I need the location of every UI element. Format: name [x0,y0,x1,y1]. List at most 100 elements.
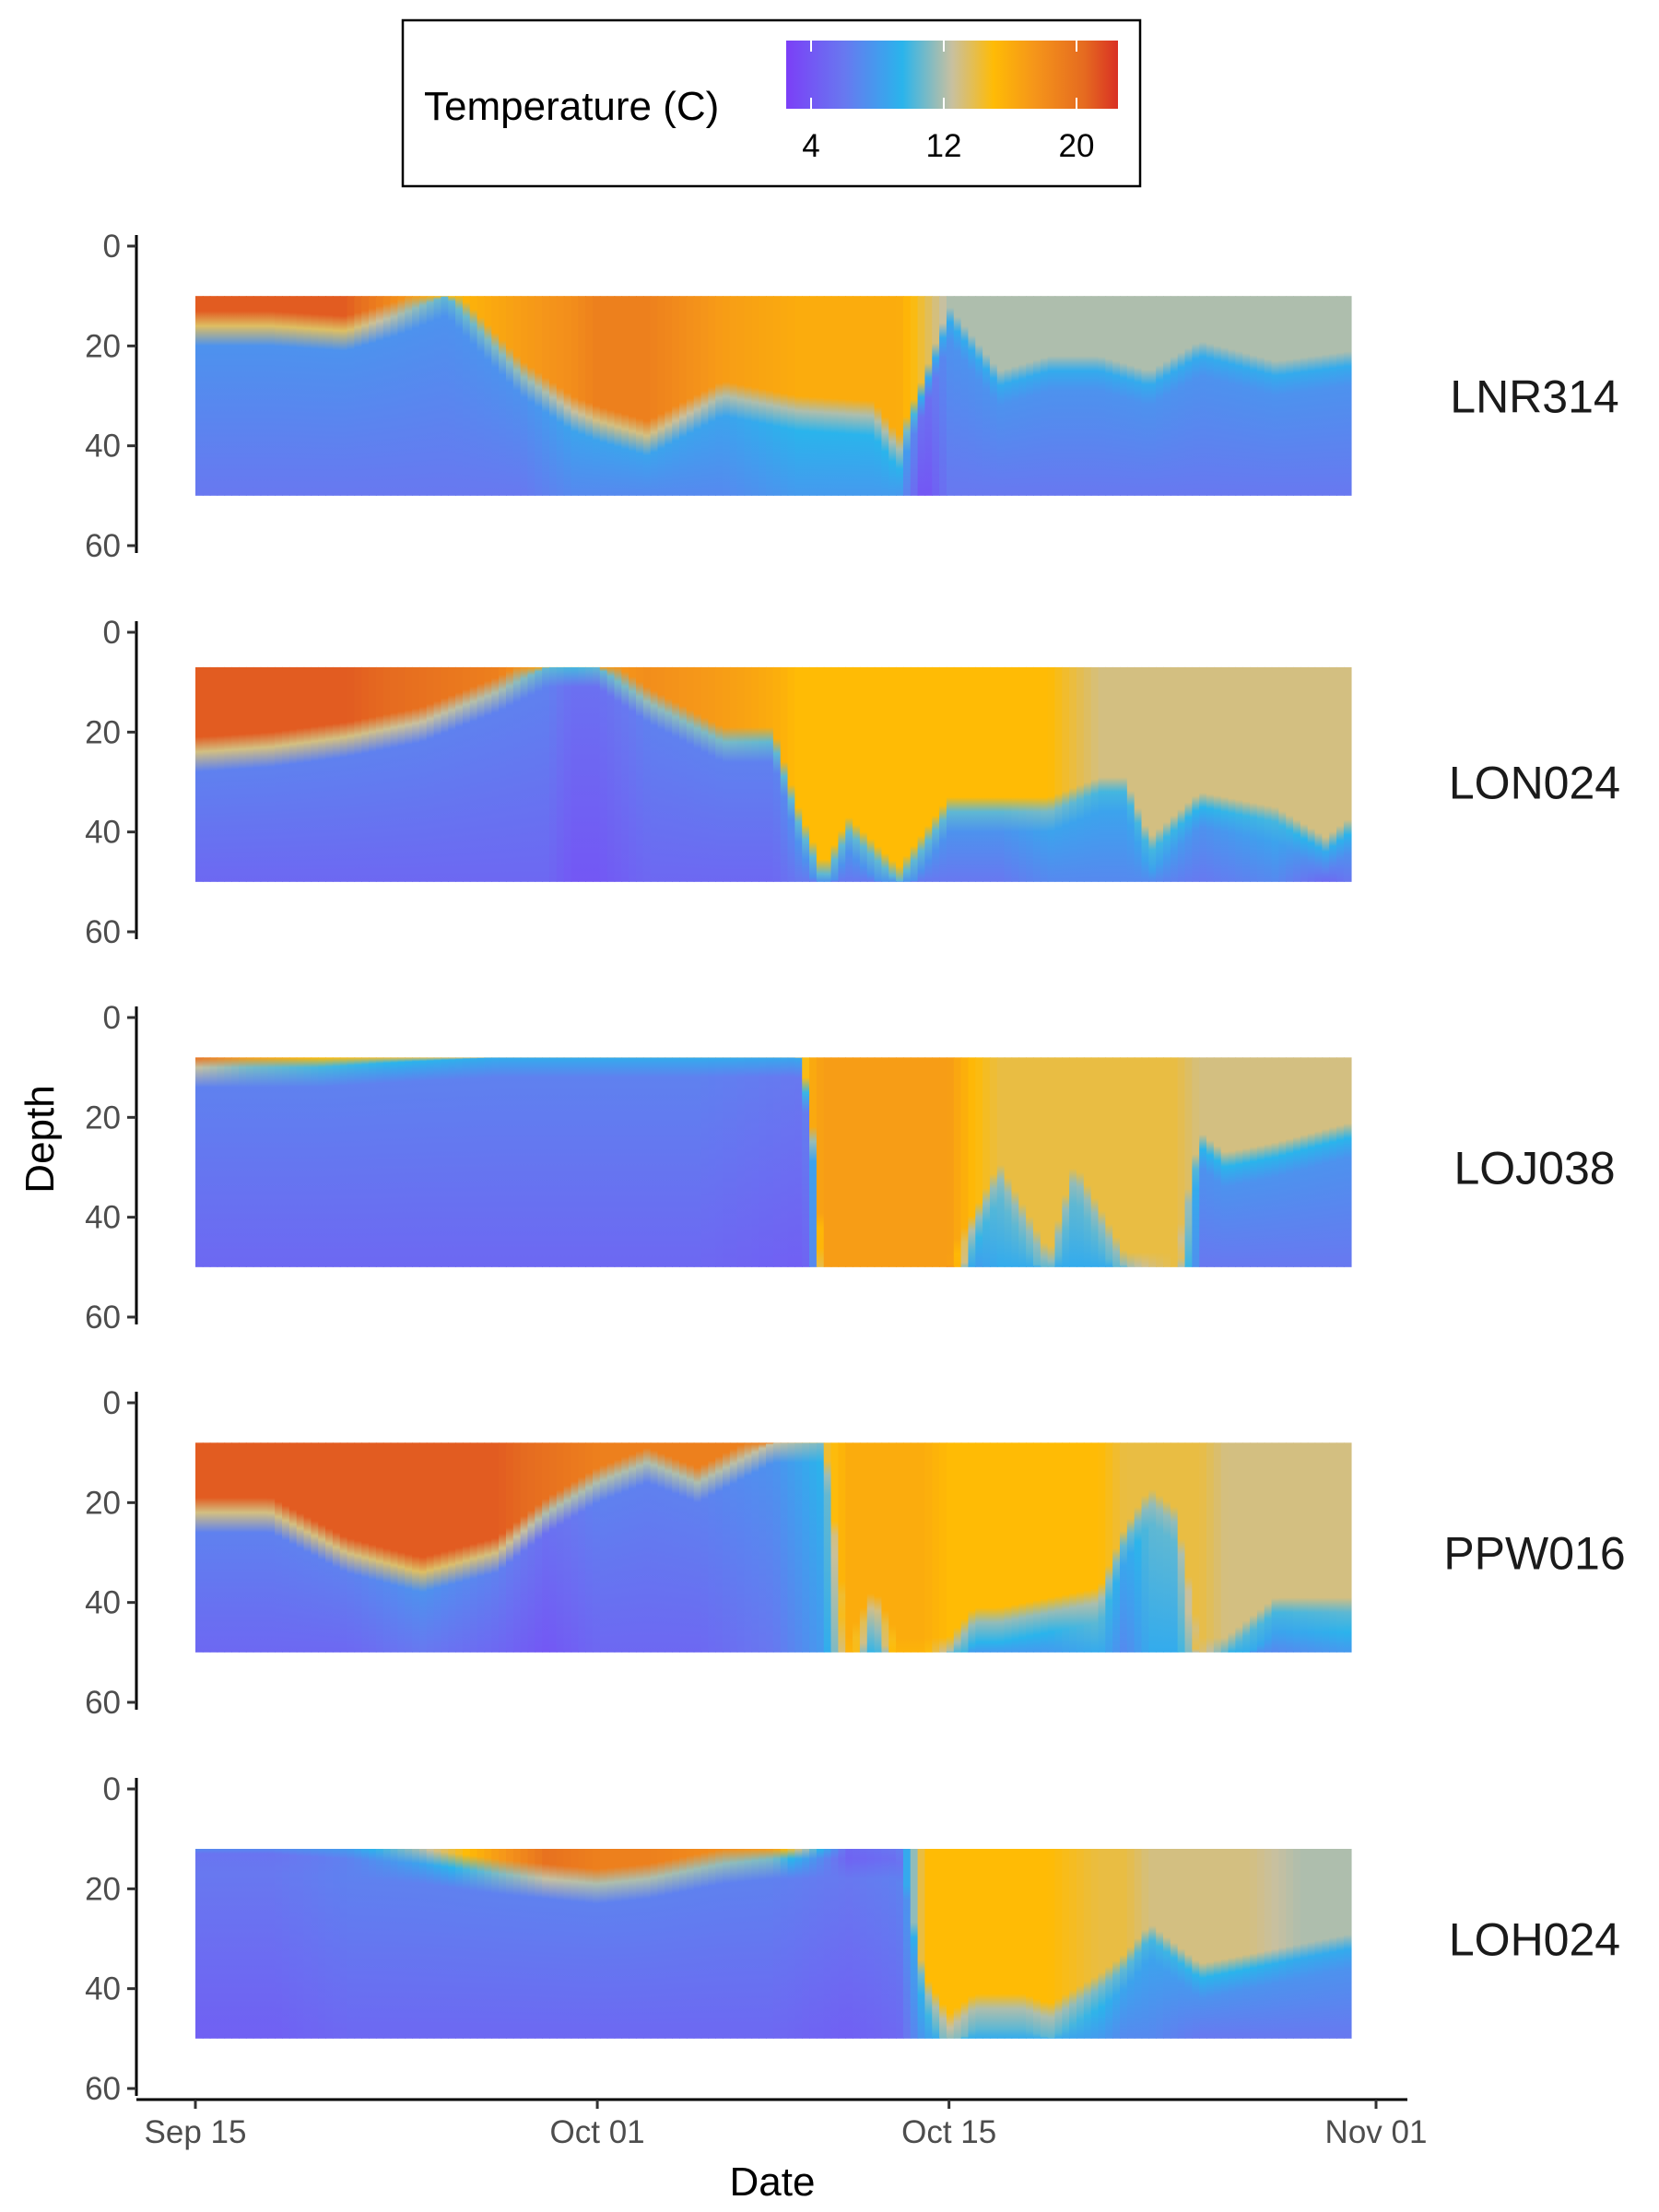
heatmap-column [1256,296,1265,496]
heatmap-column [542,666,550,882]
heatmap-column [535,1849,543,2039]
legend-tick-label: 20 [1059,128,1095,164]
heatmap-column [527,666,536,882]
heatmap-column [1026,1442,1034,1653]
heatmap-column [996,1849,1006,2039]
heatmap-column [650,1849,659,2039]
heatmap-column [896,666,904,882]
heatmap-column [499,1442,507,1653]
heatmap-column [1032,1057,1041,1267]
heatmap-column [1286,666,1294,882]
heatmap-column [1256,1442,1265,1653]
heatmap-column [267,296,276,496]
heatmap-column [629,666,637,882]
heatmap-column [1300,1057,1309,1267]
heatmap-column [1336,1057,1345,1267]
heatmap-column [787,1442,796,1653]
heatmap-column [505,296,514,496]
heatmap-column [881,666,890,882]
heatmap-column [282,666,290,882]
heatmap-column [1047,296,1056,496]
heatmap-column [499,1849,507,2039]
heatmap-column [1076,1442,1085,1653]
heatmap-column [571,1442,580,1653]
heatmap-column [1286,1442,1294,1653]
y-tick-label: 40 [85,429,121,465]
heatmap-column [527,296,536,496]
heatmap-column [1054,1849,1064,2039]
heatmap-column [1286,1057,1294,1267]
heatmap-column [1120,1442,1128,1653]
heatmap-column [759,1849,767,2039]
heatmap-column [1076,1057,1085,1267]
heatmap-column [780,1442,789,1653]
heatmap-column [1069,296,1077,496]
heatmap-column [571,666,580,882]
heatmap-column [1105,1057,1113,1267]
heatmap-column [202,296,211,496]
heatmap-column [665,296,673,496]
heatmap-column [1322,1057,1331,1267]
heatmap-column [282,1057,290,1267]
heatmap-column [354,1849,363,2039]
heatmap-column [1032,1442,1041,1653]
heatmap-column [665,1442,673,1653]
heatmap-column [744,666,753,882]
heatmap-column [816,1442,825,1653]
heatmap-column [1120,1849,1128,2039]
heatmap-column [426,1442,435,1653]
heatmap-column [642,666,652,882]
heatmap-column [390,296,399,496]
heatmap-column [657,1849,666,2039]
heatmap-column [1170,296,1179,496]
heatmap-column [441,1057,450,1267]
heatmap-column [672,1442,680,1653]
heatmap-column [325,1849,334,2039]
heatmap-column [1314,1442,1324,1653]
heatmap-column [715,1849,724,2039]
heatmap-column [1090,1442,1100,1653]
heatmap-column [585,666,594,882]
heatmap-column [412,1057,420,1267]
heatmap-column [838,296,847,496]
heatmap-column [874,296,883,496]
heatmap-column [354,666,363,882]
heatmap-column [1293,1057,1301,1267]
heatmap-column [960,1849,970,2039]
heatmap-column [946,296,955,496]
heatmap-column [917,1442,926,1653]
heatmap-column [1112,296,1121,496]
heatmap-column [1271,666,1280,882]
heatmap-column [744,1057,753,1267]
heatmap-column [657,296,666,496]
heatmap-column [996,1057,1006,1267]
heatmap-column [924,296,934,496]
heatmap-column [1112,1057,1121,1267]
heatmap-column [1105,1442,1113,1653]
heatmap-column [1235,1442,1244,1653]
heatmap-column [1206,1849,1215,2039]
heatmap-column [953,1849,962,2039]
heatmap-column [657,1442,666,1653]
heatmap-column [361,1442,370,1653]
heatmap-column [253,666,262,882]
heatmap-column [794,1442,804,1653]
heatmap-column [1271,1442,1280,1653]
heatmap-column [866,1057,876,1267]
heatmap-column [1242,1849,1251,2039]
heatmap-column [1148,1442,1157,1653]
heatmap-column [339,666,348,882]
heatmap-column [910,1057,919,1267]
heatmap-column [672,666,680,882]
heatmap-column [217,666,226,882]
heatmap-column [426,666,435,882]
heatmap-column [1343,296,1352,496]
heatmap-column [780,1057,789,1267]
heatmap-column [332,1057,341,1267]
heatmap-column [390,666,399,882]
heatmap-column [433,666,442,882]
heatmap-column [556,1442,565,1653]
heatmap-column [845,666,853,882]
heatmap-column [448,1057,456,1267]
